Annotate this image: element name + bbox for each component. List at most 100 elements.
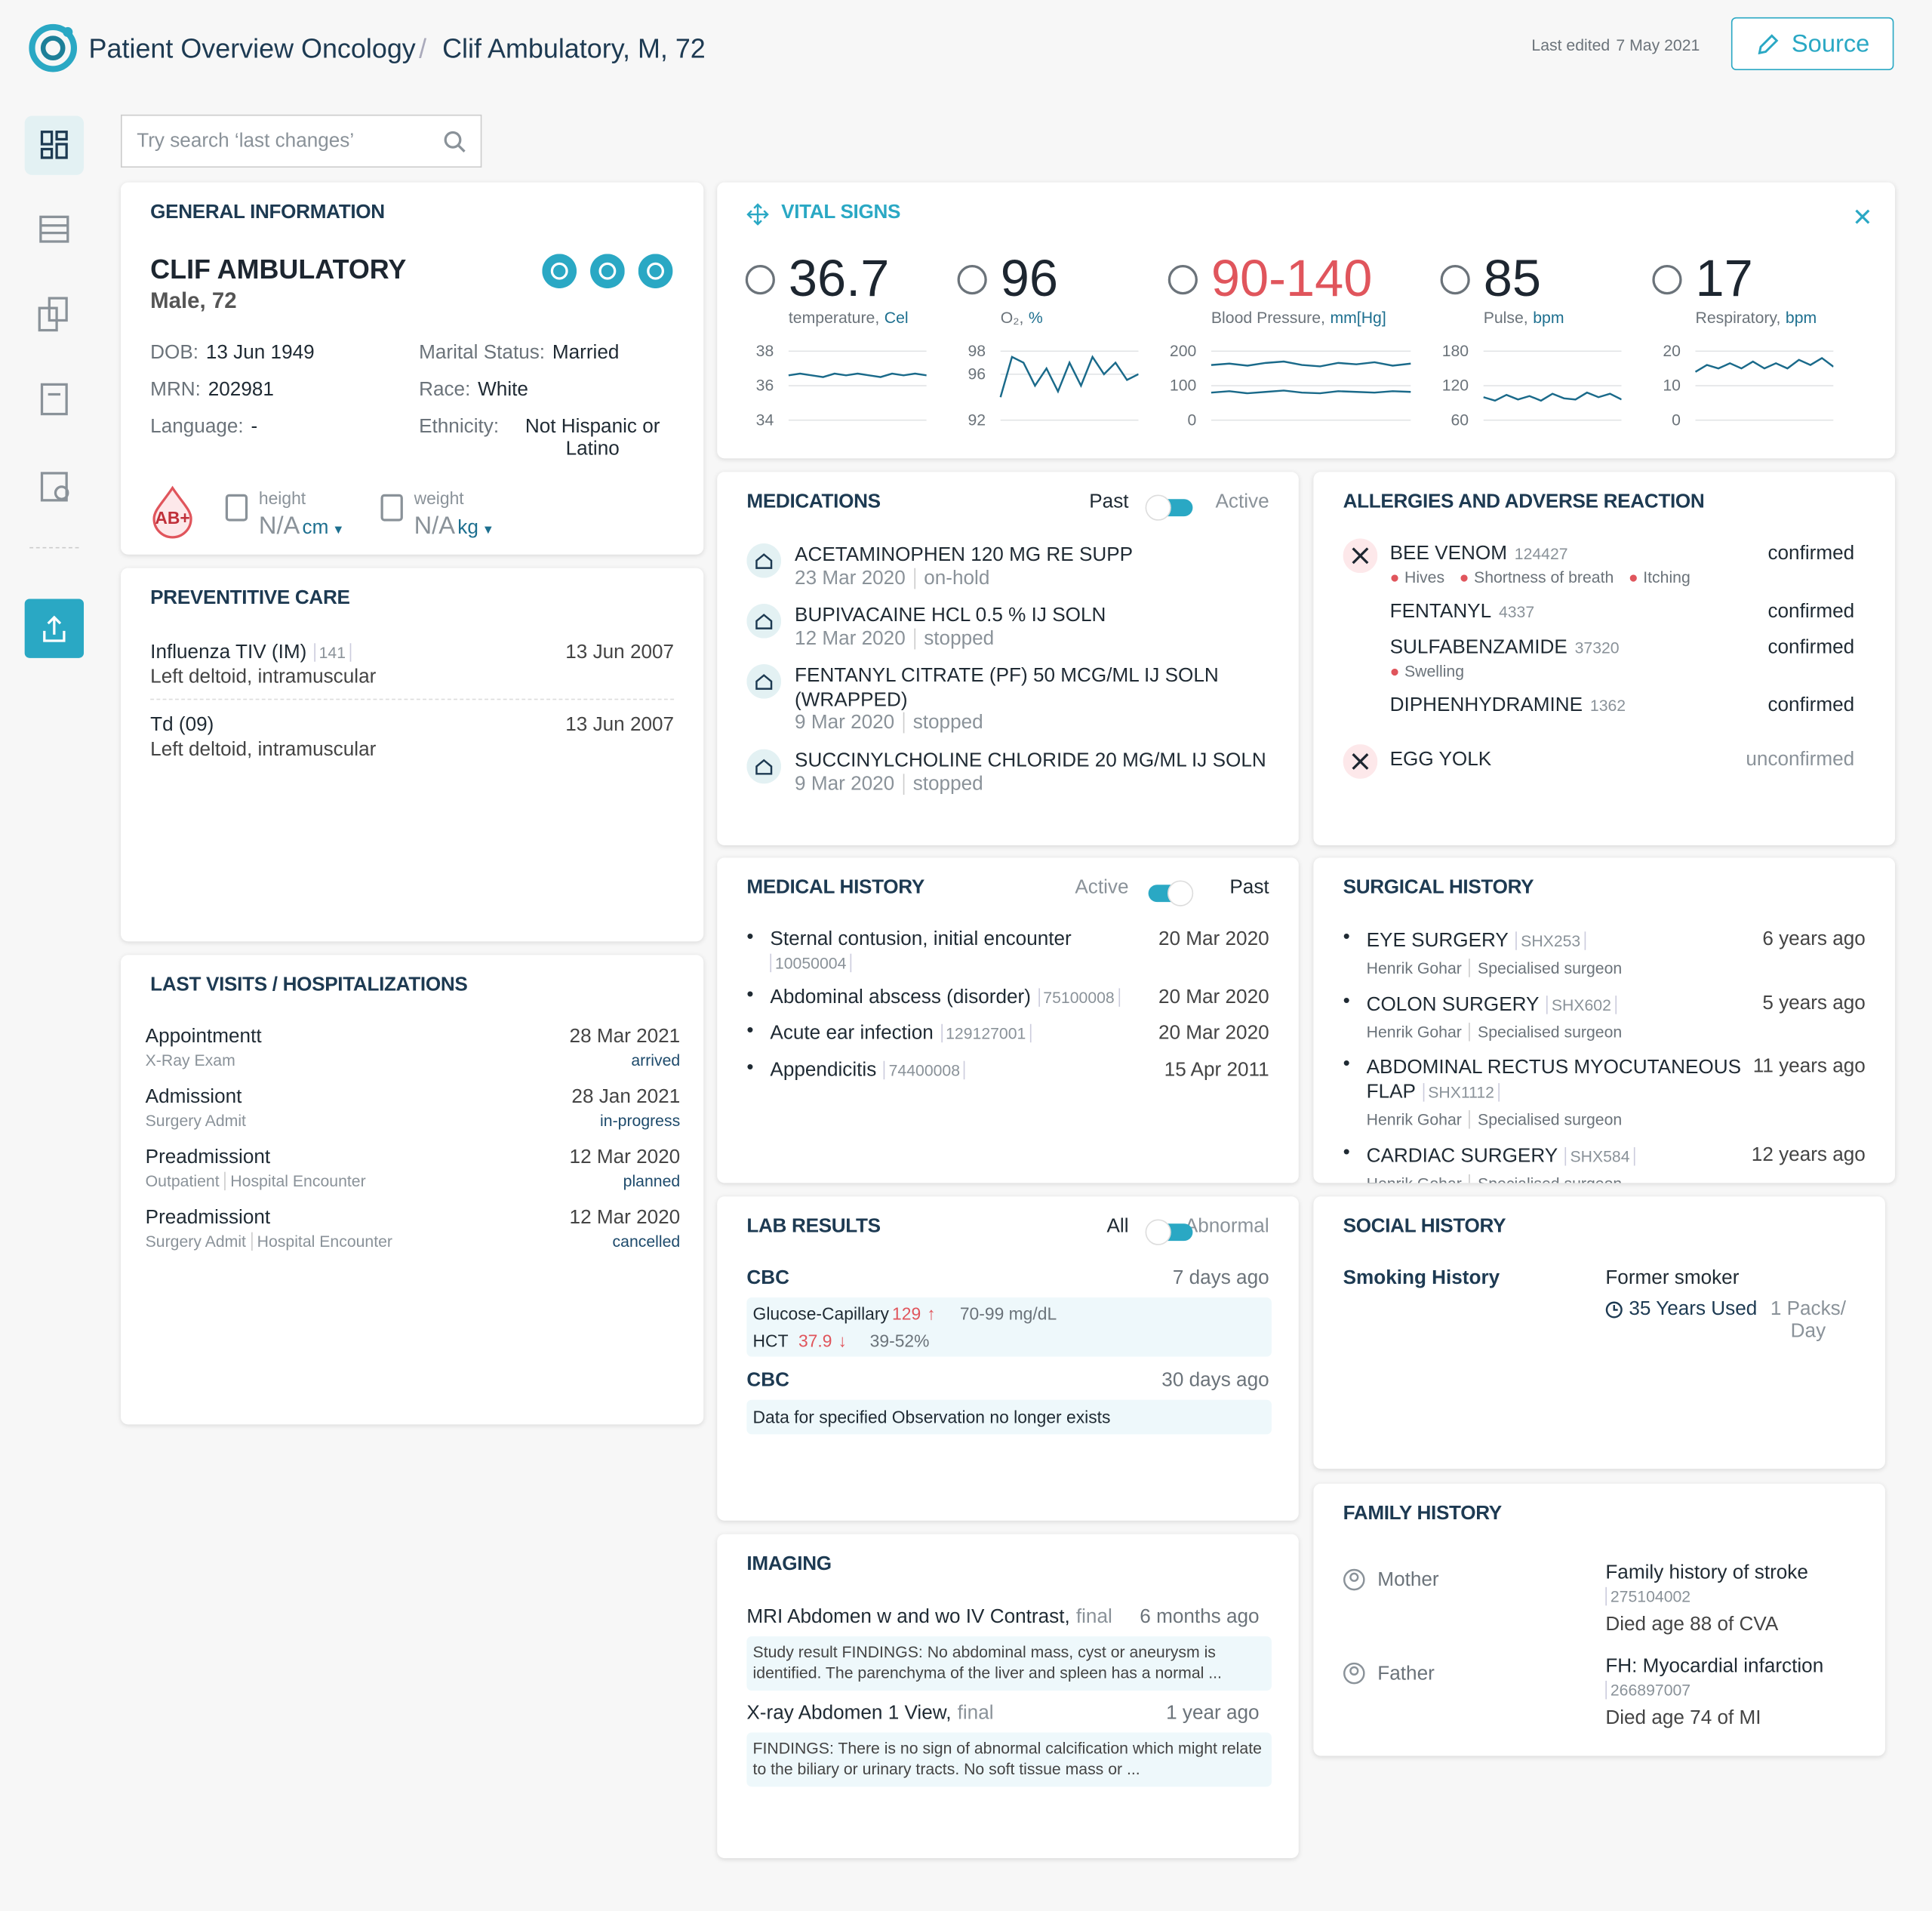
source-button[interactable]: Source	[1730, 17, 1894, 71]
icon[interactable]	[542, 254, 577, 289]
family-relation: Mother	[1377, 1570, 1439, 1591]
medication-date: 23 Mar 2020	[795, 568, 906, 589]
social-years: 35 Years Used	[1629, 1298, 1758, 1320]
vital-value: 90-140	[1211, 248, 1373, 307]
surgery-name-text: EYE SURGERY	[1366, 930, 1509, 952]
family-condition: FH: Myocardial infarction	[1605, 1656, 1824, 1678]
icon-svg	[746, 203, 769, 226]
visit-details: Surgery Admit	[146, 1112, 246, 1130]
icon	[40, 131, 68, 159]
icon-svg	[745, 265, 775, 295]
toggle-switch[interactable]	[1143, 494, 1195, 521]
nav-divider	[29, 546, 79, 549]
history-date: 20 Mar 2020	[1158, 986, 1269, 1008]
source-label: Source	[1791, 30, 1870, 58]
icon	[222, 491, 251, 525]
bullet: •	[1343, 990, 1350, 1012]
allergy-name-text: FENTANYL	[1389, 601, 1492, 623]
family-condition: Family history of stroke	[1605, 1562, 1808, 1583]
vital-value: 96	[1000, 248, 1058, 307]
bullet: •	[1343, 1142, 1350, 1164]
surgery-name: EYE SURGERY SHX253	[1367, 929, 1749, 953]
lab-value-text: 37.9	[798, 1331, 832, 1351]
sparkline-chart: 38 36 34	[756, 343, 927, 429]
visit-details: Outpatient Hospital Encounter	[146, 1171, 366, 1190]
toggle-label: Past	[1089, 491, 1129, 513]
care-name-text: Td (09)	[150, 714, 214, 736]
field: MRN: 202981	[150, 380, 274, 402]
allergy-reactions: ● Hives ● Shortness of breath ● Itching	[1390, 568, 1690, 586]
icon	[1343, 538, 1378, 574]
surgeon-name: Henrik Gohar	[1366, 1023, 1462, 1042]
lab-box: Data for specified Observation no longer…	[746, 1399, 1272, 1435]
medication-meta: 23 Mar 2020 on-hold	[795, 568, 990, 590]
vital-value: 85	[1483, 248, 1541, 307]
bullet: •	[746, 984, 754, 1006]
vital-unit: bpm	[1785, 308, 1817, 327]
reaction: Itching	[1643, 568, 1690, 587]
icon-svg	[1343, 744, 1378, 779]
last-edited: Last edited 7 May 2021	[1531, 35, 1700, 54]
icon[interactable]	[638, 254, 673, 289]
weight-value: N/A kg ▼	[414, 512, 494, 541]
upload-button[interactable]	[24, 599, 85, 658]
surgery-surgeon: Henrik Gohar Specialised surgeon	[1367, 1110, 1623, 1129]
nav-active[interactable]	[24, 115, 85, 175]
toggle-switch[interactable]	[1143, 880, 1195, 906]
icon	[746, 749, 782, 784]
allergy-name-text: DIPHENHYDRAMINE	[1389, 694, 1583, 716]
toggle-label: Past	[1229, 877, 1269, 899]
vital-label: O₂,%	[1001, 308, 1043, 326]
imaging-name: X-ray Abdomen 1 View, final	[746, 1703, 993, 1725]
surgery-when: 12 years ago	[1751, 1144, 1866, 1166]
sparkline-chart: 200 100 0	[1170, 343, 1411, 429]
field: DOB: 13 Jun 1949	[150, 343, 314, 365]
vital-label-text: Respiratory,	[1695, 308, 1781, 327]
field: Language: -	[150, 417, 257, 439]
card: ALLERGIES AND ADVERSE REACTION BEE VENOM 1…	[1313, 472, 1896, 845]
card: FAMILY HISTORY Mother Family history of st…	[1313, 1483, 1885, 1756]
visit-detail: Hospital Encounter	[224, 1171, 366, 1190]
icon[interactable]	[590, 254, 625, 289]
sparkline	[1694, 356, 1834, 373]
history-date: 15 Apr 2011	[1164, 1060, 1269, 1081]
y-tick-label: 20	[1663, 343, 1681, 360]
surgery-name-text: ABDOMINAL RECTUS MYOCUTANEOUS FLAP	[1366, 1057, 1741, 1103]
toggle-switch[interactable]	[1143, 1219, 1195, 1245]
medication-meta: 9 Mar 2020 stopped	[795, 712, 983, 734]
surgery-code: SHX584	[1564, 1146, 1635, 1166]
icon-svg	[746, 663, 782, 699]
visit-type: Appointmentt	[145, 1026, 262, 1048]
lab-group: CBC	[746, 1267, 789, 1289]
medication-status: stopped	[914, 628, 995, 650]
y-tick-label: 120	[1442, 377, 1469, 395]
pencil-icon	[1758, 34, 1779, 55]
icon	[1343, 1662, 1365, 1685]
visit-date: 12 Mar 2020	[569, 1147, 681, 1168]
y-tick-label: 10	[1663, 377, 1681, 395]
medication-status: stopped	[903, 774, 983, 795]
imaging-summary: FINDINGS: There is no sign of abnormal c…	[746, 1732, 1272, 1787]
icon	[956, 263, 991, 298]
icon-svg	[746, 543, 782, 578]
care-name: Td (09)	[150, 715, 214, 737]
medication-meta: 9 Mar 2020 stopped	[795, 774, 983, 795]
icon	[150, 485, 195, 540]
reaction: Shortness of breath	[1474, 568, 1614, 587]
card-title: IMAGING	[746, 1553, 832, 1575]
vital-unit: mm[Hg]	[1330, 308, 1386, 327]
allergy-name: FENTANYL 4337	[1390, 602, 1535, 623]
nav-icons[interactable]	[25, 197, 84, 517]
icon	[1343, 1568, 1365, 1591]
history-name-text: Sternal contusion, initial encounter	[770, 929, 1072, 950]
visit-detail: Surgery Admit	[145, 1232, 246, 1251]
surgery-when: 11 years ago	[1752, 1056, 1866, 1077]
field-value: Not Hispanic or Latino	[525, 416, 660, 460]
caret: ▼	[481, 523, 494, 537]
sparkline	[1211, 389, 1411, 395]
visit-type: Preadmissiont	[145, 1147, 271, 1168]
history-name-text: Appendicitis	[770, 1060, 877, 1081]
lab-arrow: ↑	[927, 1303, 936, 1324]
breadcrumb-separator: /	[419, 33, 427, 64]
search-box[interactable]	[121, 114, 482, 168]
